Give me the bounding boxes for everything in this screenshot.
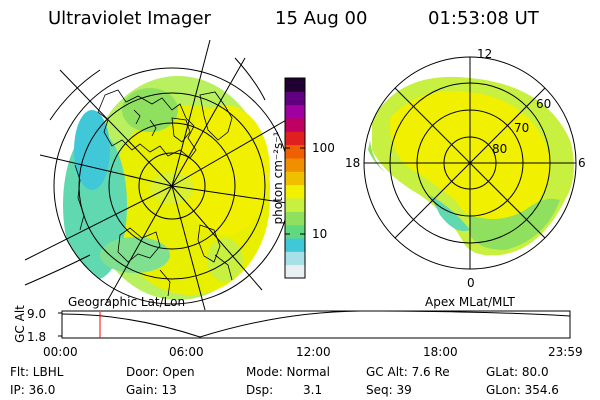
door-status: Door: Open — [126, 365, 195, 379]
colorbar — [284, 77, 306, 279]
ip-status: IP: 36.0 — [10, 383, 56, 397]
dsp-label: Dsp: — [246, 383, 274, 397]
colorbar-tick-10: 10 — [312, 227, 328, 241]
colorbar-cell — [285, 224, 305, 239]
colorbar-cell — [285, 211, 305, 226]
mlt-label-0: 0 — [467, 276, 475, 290]
colorbar-cell — [285, 91, 305, 106]
colorbar-tick-100: 100 — [312, 141, 335, 155]
altitude-xtick-0600: 06:00 — [169, 345, 204, 359]
left-map-caption: Geographic Lat/Lon — [68, 295, 186, 309]
colorbar-cell — [285, 158, 305, 172]
colorbar-cell — [285, 144, 305, 159]
colorbar-cell — [285, 238, 305, 252]
gc-alt-status: GC Alt: 7.6 Re — [366, 365, 450, 379]
colorbar-cell — [285, 184, 305, 199]
altitude-ytick-1-8: 1.8 — [27, 330, 47, 344]
date-label: 15 Aug 00 — [275, 8, 368, 29]
gain-status: Gain: 13 — [126, 383, 177, 397]
filter-status: Flt: LBHL — [10, 365, 64, 379]
glat-status: GLat: 80.0 — [486, 365, 549, 379]
colorbar-cell — [285, 131, 305, 146]
colorbar-cell — [285, 251, 305, 266]
colorbar-cell — [285, 104, 305, 119]
colorbar-cell — [285, 118, 305, 132]
time-label: 01:53:08 UT — [428, 8, 539, 29]
right-map-caption: Apex MLat/MLT — [425, 295, 515, 309]
left-coastlines — [74, 89, 233, 297]
altitude-xtick-1800: 18:00 — [423, 345, 458, 359]
colorbar-unit-label: photon cm⁻²s⁻¹ — [271, 131, 285, 225]
mlat-label-80: 80 — [492, 142, 508, 156]
altitude-ylabel: GC Alt — [13, 305, 27, 343]
altitude-plot — [58, 310, 571, 339]
altitude-xtick-2359: 23:59 — [548, 345, 583, 359]
colorbar-cell — [285, 198, 305, 212]
colorbar-cell — [285, 264, 305, 279]
instrument-title: Ultraviolet Imager — [48, 8, 211, 29]
mlt-label-12: 12 — [477, 47, 493, 61]
colorbar-cell — [285, 78, 305, 92]
mode-status: Mode: Normal — [246, 365, 330, 379]
colorbar-cell — [285, 171, 305, 186]
seq-status: Seq: 39 — [366, 383, 412, 397]
altitude-xtick-1200: 12:00 — [296, 345, 331, 359]
dsp-value: 3.1 — [303, 383, 323, 397]
altitude-ytick-9: 9.0 — [27, 307, 47, 321]
right-polar-grid — [363, 56, 577, 270]
mlat-label-70: 70 — [514, 121, 530, 135]
left-graticule — [24, 39, 301, 311]
mlat-label-60: 60 — [536, 97, 552, 111]
altitude-xtick-0000: 00:00 — [43, 345, 78, 359]
glon-status: GLon: 354.6 — [486, 383, 559, 397]
mlt-label-18: 18 — [345, 156, 361, 170]
mlt-label-6: 6 — [578, 156, 586, 170]
left-globe-image — [54, 68, 290, 304]
